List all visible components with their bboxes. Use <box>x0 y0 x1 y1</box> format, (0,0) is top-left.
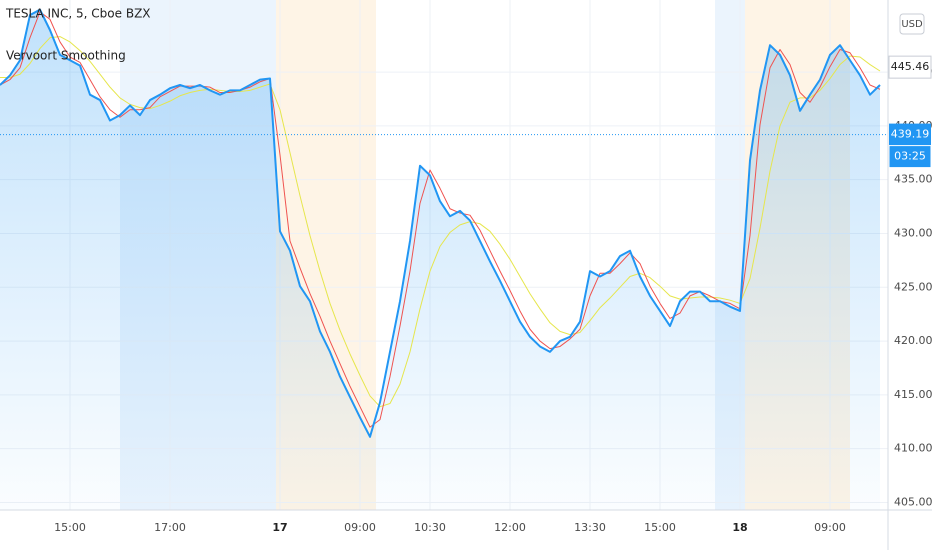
x-tick-label: 17 <box>272 521 287 534</box>
chart-title: TESLA INC, 5, Cboe BZX <box>5 7 151 21</box>
countdown-label: 03:25 <box>894 150 926 163</box>
y-tick-label: 405.00 <box>894 495 932 508</box>
indicator-name: Vervoort Smoothing <box>6 49 126 63</box>
y-tick-label: 420.00 <box>894 334 932 347</box>
series-line <box>0 8 881 438</box>
price-label: 439.19 <box>891 128 930 141</box>
price-label-box <box>889 123 931 146</box>
y-tick-label: 415.00 <box>894 388 932 401</box>
last-price-box <box>888 55 932 79</box>
x-tick-label: 10:30 <box>414 521 446 534</box>
last-price-label: 445.46 <box>891 60 930 73</box>
currency[interactable]: USD <box>901 19 923 30</box>
y-tick-label: 435.00 <box>894 173 932 186</box>
y-tick-label: 410.00 <box>894 442 932 455</box>
currency-box[interactable] <box>899 13 925 35</box>
x-tick-label: 15:00 <box>54 521 86 534</box>
series-line <box>0 11 881 428</box>
x-tick-label: 17:00 <box>154 521 186 534</box>
y-tick-label: 430.00 <box>894 226 932 239</box>
x-tick-label: 15:00 <box>644 521 676 534</box>
x-tick-label: 13:30 <box>574 521 606 534</box>
plot <box>0 8 888 511</box>
x-tick-label: 12:00 <box>494 521 526 534</box>
x-tick-label: 18 <box>732 521 747 534</box>
x-tick-label: 09:00 <box>814 521 846 534</box>
axes: 405.00 410.00 415.00 420.00 425.00 430.00 435.… <box>54 55 932 534</box>
countdown-box <box>888 145 932 169</box>
y-tick-label: 425.00 <box>894 280 932 293</box>
x-tick-label: 09:00 <box>344 521 376 534</box>
